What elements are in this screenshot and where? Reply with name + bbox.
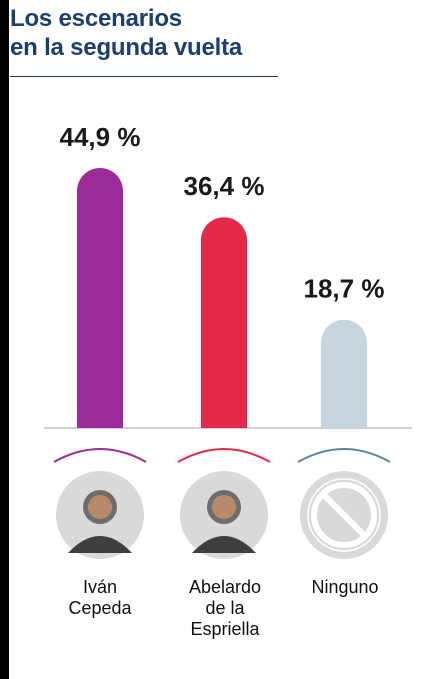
candidate-label-line: Iván	[82, 577, 118, 597]
prohibited-slash-icon	[320, 491, 368, 539]
candidate-label-line: Ninguno	[311, 577, 379, 597]
title-line-1: Los escenarios	[10, 5, 182, 32]
candidate-label-line: Abelardo	[188, 577, 262, 597]
avatar-arc-1	[177, 448, 271, 463]
avatar-arc-2	[297, 448, 391, 463]
candidate-label-line: Cepeda	[68, 598, 132, 618]
candidate-label-cepeda: Iván Cepeda	[35, 577, 165, 619]
person-body-icon	[192, 536, 256, 553]
person-face-icon	[212, 495, 236, 519]
title-line-2: en la segunda vuelta	[10, 34, 243, 61]
person-body-icon	[68, 536, 132, 553]
value-label-2: 18,7 %	[304, 274, 385, 304]
value-label-0: 44,9 %	[60, 122, 141, 152]
bar-1	[201, 217, 247, 428]
person-face-icon	[88, 495, 112, 519]
candidate-label-espriella: Abelardo de la Espriella	[160, 577, 290, 640]
prohibited-circle-icon	[311, 482, 377, 548]
value-label-1: 36,4 %	[184, 171, 265, 201]
candidate-label-line: Espriella	[190, 619, 260, 639]
bar-2	[321, 319, 367, 428]
left-edge-bar	[0, 0, 9, 679]
prohibited-outer-icon	[307, 478, 381, 552]
candidate-label-ninguno: Ninguno	[280, 577, 410, 598]
candidate-label-line: de la	[205, 598, 245, 618]
chart-title: Los escenarios en la segunda vuelta	[10, 4, 280, 62]
avatar-arc-0	[53, 448, 147, 463]
title-underline	[10, 76, 278, 77]
bar-0	[77, 168, 123, 428]
